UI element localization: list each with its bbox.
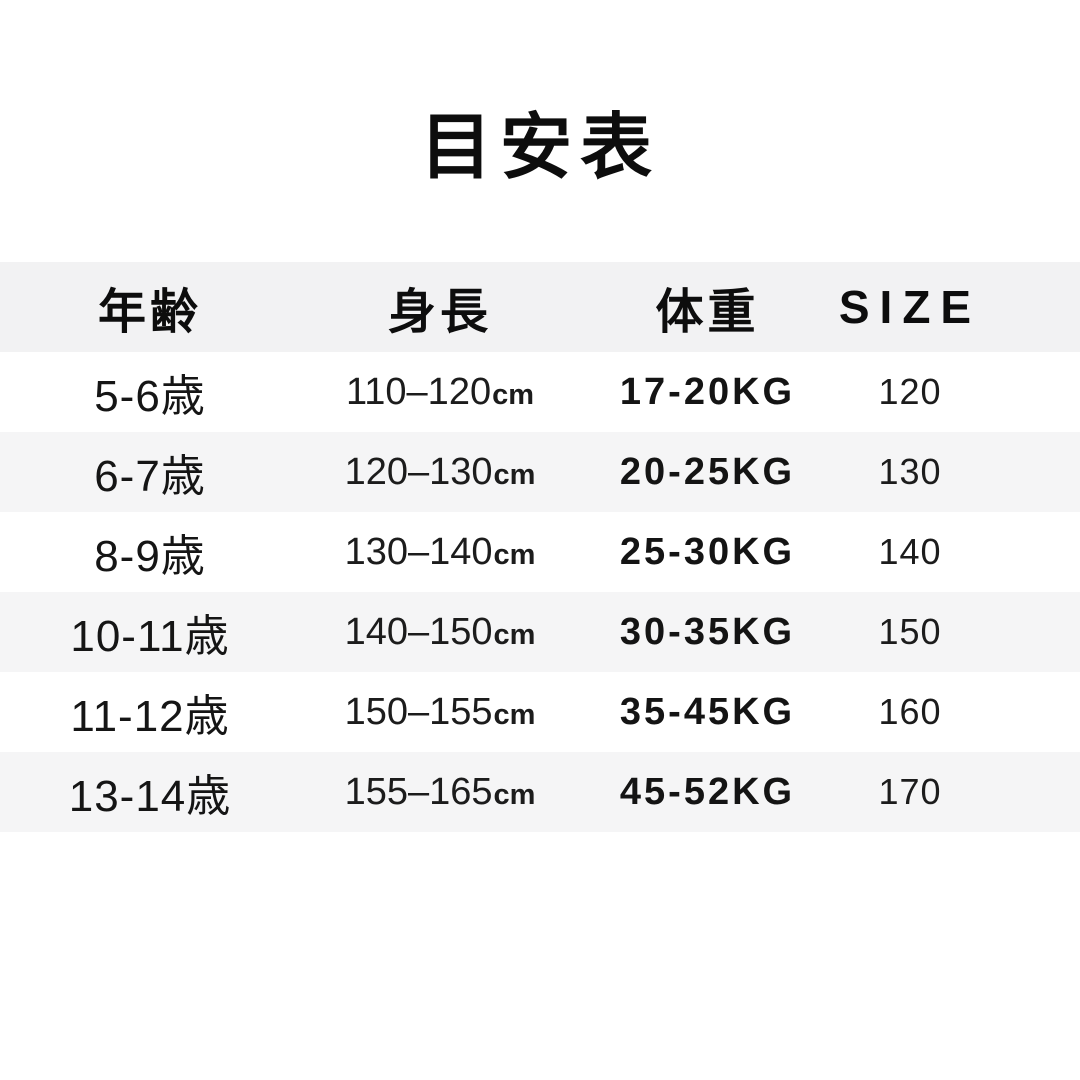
height-cell: 130–140cm bbox=[300, 531, 580, 574]
height-value: 140–150 bbox=[344, 610, 493, 653]
age-cell: 11-12歳 bbox=[70, 692, 230, 741]
size-cell: 130 bbox=[878, 451, 942, 492]
height-value: 155–165 bbox=[344, 770, 493, 813]
table-row: 5-6歳 110–120cm 17-20KG 120 bbox=[0, 352, 1080, 432]
size-guide-table: 年齢 身長 体重 SIZE 5-6歳 110–120cm 17-20KG 120… bbox=[0, 262, 1080, 832]
size-cell: 160 bbox=[878, 691, 942, 732]
table-header-row: 年齢 身長 体重 SIZE bbox=[0, 262, 1080, 352]
age-cell: 8-9歳 bbox=[94, 532, 206, 581]
height-cell: 120–130cm bbox=[300, 451, 580, 494]
height-value: 150–155 bbox=[344, 690, 493, 733]
age-cell: 5-6歳 bbox=[94, 372, 206, 421]
weight-cell: 35-45KG bbox=[619, 690, 796, 733]
table-row: 8-9歳 130–140cm 25-30KG 140 bbox=[0, 512, 1080, 592]
table-row: 13-14歳 155–165cm 45-52KG 170 bbox=[0, 752, 1080, 832]
header-weight: 体重 bbox=[655, 286, 760, 339]
age-cell: 13-14歳 bbox=[68, 772, 232, 821]
header-height: 身長 bbox=[387, 286, 492, 339]
page-title: 目安表 bbox=[419, 108, 660, 188]
height-value: 110–120 bbox=[345, 370, 492, 413]
table-body: 5-6歳 110–120cm 17-20KG 120 6-7歳 120–130c… bbox=[0, 352, 1080, 832]
table-row: 6-7歳 120–130cm 20-25KG 130 bbox=[0, 432, 1080, 512]
size-cell: 140 bbox=[878, 531, 942, 572]
height-unit: cm bbox=[493, 538, 536, 571]
weight-cell: 17-20KG bbox=[619, 370, 796, 413]
height-cell: 110–120cm bbox=[300, 371, 580, 414]
height-unit: cm bbox=[493, 778, 536, 811]
table-row: 10-11歳 140–150cm 30-35KG 150 bbox=[0, 592, 1080, 672]
weight-cell: 20-25KG bbox=[619, 450, 796, 493]
size-cell: 120 bbox=[878, 371, 942, 412]
height-value: 130–140 bbox=[344, 530, 493, 573]
size-cell: 170 bbox=[878, 771, 942, 812]
height-unit: cm bbox=[493, 458, 536, 491]
height-unit: cm bbox=[492, 378, 535, 411]
height-cell: 140–150cm bbox=[300, 611, 580, 654]
weight-cell: 30-35KG bbox=[619, 610, 796, 653]
height-unit: cm bbox=[493, 698, 536, 731]
age-cell: 10-11歳 bbox=[70, 612, 230, 661]
height-cell: 150–155cm bbox=[300, 691, 580, 734]
weight-cell: 45-52KG bbox=[619, 770, 796, 813]
header-size: SIZE bbox=[838, 281, 982, 333]
header-age: 年齢 bbox=[97, 286, 202, 339]
size-cell: 150 bbox=[878, 611, 942, 652]
height-value: 120–130 bbox=[344, 450, 493, 493]
table-row: 11-12歳 150–155cm 35-45KG 160 bbox=[0, 672, 1080, 752]
age-cell: 6-7歳 bbox=[94, 452, 206, 501]
weight-cell: 25-30KG bbox=[619, 530, 796, 573]
height-unit: cm bbox=[493, 618, 536, 651]
height-cell: 155–165cm bbox=[300, 771, 580, 814]
